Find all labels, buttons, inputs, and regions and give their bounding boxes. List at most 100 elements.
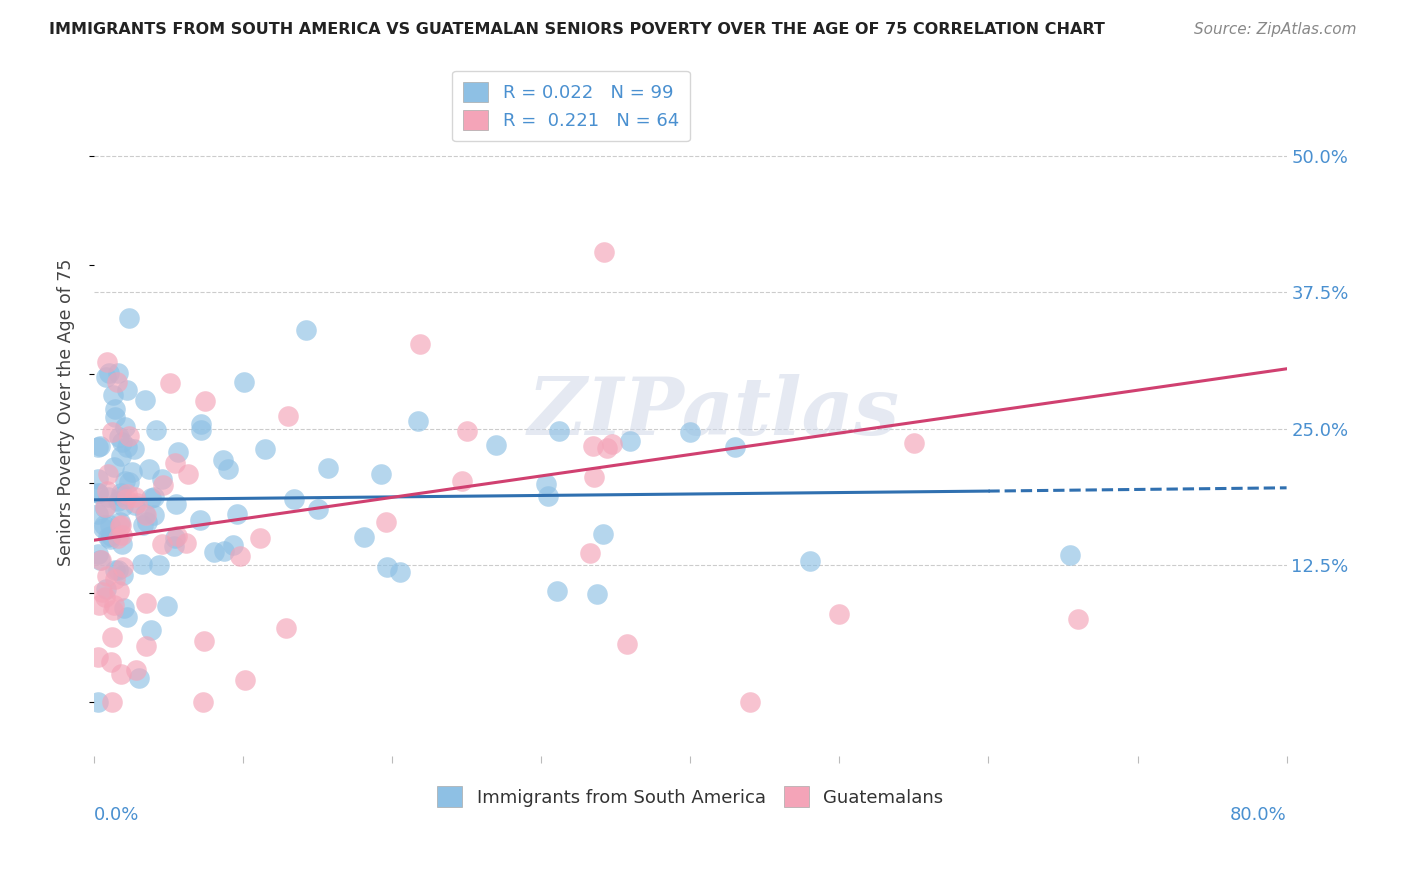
Point bbox=[93, 518, 115, 533]
Point bbox=[90, 552, 112, 566]
Point bbox=[110, 518, 132, 533]
Point bbox=[536, 477, 558, 491]
Point bbox=[97, 490, 120, 504]
Text: 0.0%: 0.0% bbox=[94, 805, 139, 823]
Point bbox=[177, 467, 200, 481]
Point bbox=[143, 490, 166, 504]
Text: Source: ZipAtlas.com: Source: ZipAtlas.com bbox=[1194, 22, 1357, 37]
Point bbox=[274, 621, 297, 635]
Point bbox=[100, 656, 122, 670]
Point bbox=[107, 429, 129, 443]
Point bbox=[139, 491, 162, 505]
Point bbox=[738, 695, 761, 709]
Point bbox=[97, 467, 120, 482]
Point bbox=[226, 507, 249, 521]
Point bbox=[548, 424, 571, 438]
Point bbox=[485, 437, 508, 451]
Point bbox=[150, 472, 173, 486]
Point bbox=[135, 508, 157, 523]
Point bbox=[375, 560, 398, 574]
Text: ZIPatlas: ZIPatlas bbox=[529, 374, 900, 451]
Point bbox=[128, 671, 150, 685]
Point bbox=[582, 469, 605, 483]
Point bbox=[87, 598, 110, 612]
Point bbox=[115, 487, 138, 501]
Point bbox=[408, 337, 430, 351]
Point bbox=[104, 572, 127, 586]
Point bbox=[150, 537, 173, 551]
Point bbox=[190, 423, 212, 437]
Point bbox=[118, 429, 141, 443]
Point bbox=[96, 355, 118, 369]
Point bbox=[582, 439, 605, 453]
Point bbox=[586, 587, 609, 601]
Point bbox=[107, 493, 129, 508]
Point bbox=[165, 497, 187, 511]
Point bbox=[217, 462, 239, 476]
Point bbox=[600, 437, 623, 451]
Point bbox=[114, 474, 136, 488]
Point bbox=[110, 528, 132, 542]
Point bbox=[100, 533, 122, 547]
Point bbox=[104, 563, 127, 577]
Point bbox=[111, 559, 134, 574]
Point bbox=[111, 568, 134, 582]
Point bbox=[110, 489, 132, 503]
Point bbox=[193, 634, 215, 648]
Point bbox=[107, 531, 129, 545]
Point bbox=[283, 492, 305, 507]
Point bbox=[115, 610, 138, 624]
Point bbox=[89, 439, 111, 453]
Point bbox=[619, 434, 641, 449]
Point bbox=[87, 485, 110, 500]
Point bbox=[190, 417, 212, 432]
Point bbox=[277, 409, 299, 424]
Point bbox=[370, 467, 392, 481]
Point bbox=[107, 563, 129, 577]
Point bbox=[101, 695, 124, 709]
Point bbox=[174, 536, 197, 550]
Point bbox=[229, 549, 252, 564]
Point bbox=[97, 530, 120, 544]
Point bbox=[87, 472, 110, 486]
Point bbox=[107, 366, 129, 380]
Point bbox=[96, 484, 118, 499]
Point bbox=[579, 546, 602, 560]
Point bbox=[91, 584, 114, 599]
Point bbox=[163, 539, 186, 553]
Point bbox=[188, 513, 211, 527]
Point bbox=[138, 462, 160, 476]
Point bbox=[145, 423, 167, 437]
Point bbox=[202, 544, 225, 558]
Point bbox=[108, 515, 131, 529]
Point bbox=[253, 442, 276, 456]
Point bbox=[141, 624, 163, 638]
Point bbox=[222, 538, 245, 552]
Point bbox=[167, 445, 190, 459]
Point bbox=[122, 442, 145, 457]
Point bbox=[117, 310, 139, 325]
Point bbox=[112, 600, 135, 615]
Legend: Immigrants from South America, Guatemalans: Immigrants from South America, Guatemala… bbox=[427, 777, 953, 816]
Point bbox=[828, 607, 851, 621]
Point bbox=[799, 554, 821, 568]
Point bbox=[94, 369, 117, 384]
Point bbox=[408, 414, 430, 428]
Point bbox=[165, 456, 187, 470]
Point bbox=[156, 599, 179, 614]
Point bbox=[91, 520, 114, 534]
Point bbox=[111, 500, 134, 514]
Point bbox=[96, 568, 118, 582]
Point bbox=[124, 490, 146, 504]
Point bbox=[537, 489, 560, 503]
Point bbox=[375, 515, 398, 529]
Point bbox=[101, 602, 124, 616]
Point bbox=[724, 441, 747, 455]
Point bbox=[104, 410, 127, 425]
Point bbox=[87, 486, 110, 500]
Point bbox=[592, 244, 614, 259]
Text: 80.0%: 80.0% bbox=[1230, 805, 1286, 823]
Point bbox=[903, 436, 925, 450]
Point bbox=[114, 420, 136, 434]
Point bbox=[134, 507, 156, 521]
